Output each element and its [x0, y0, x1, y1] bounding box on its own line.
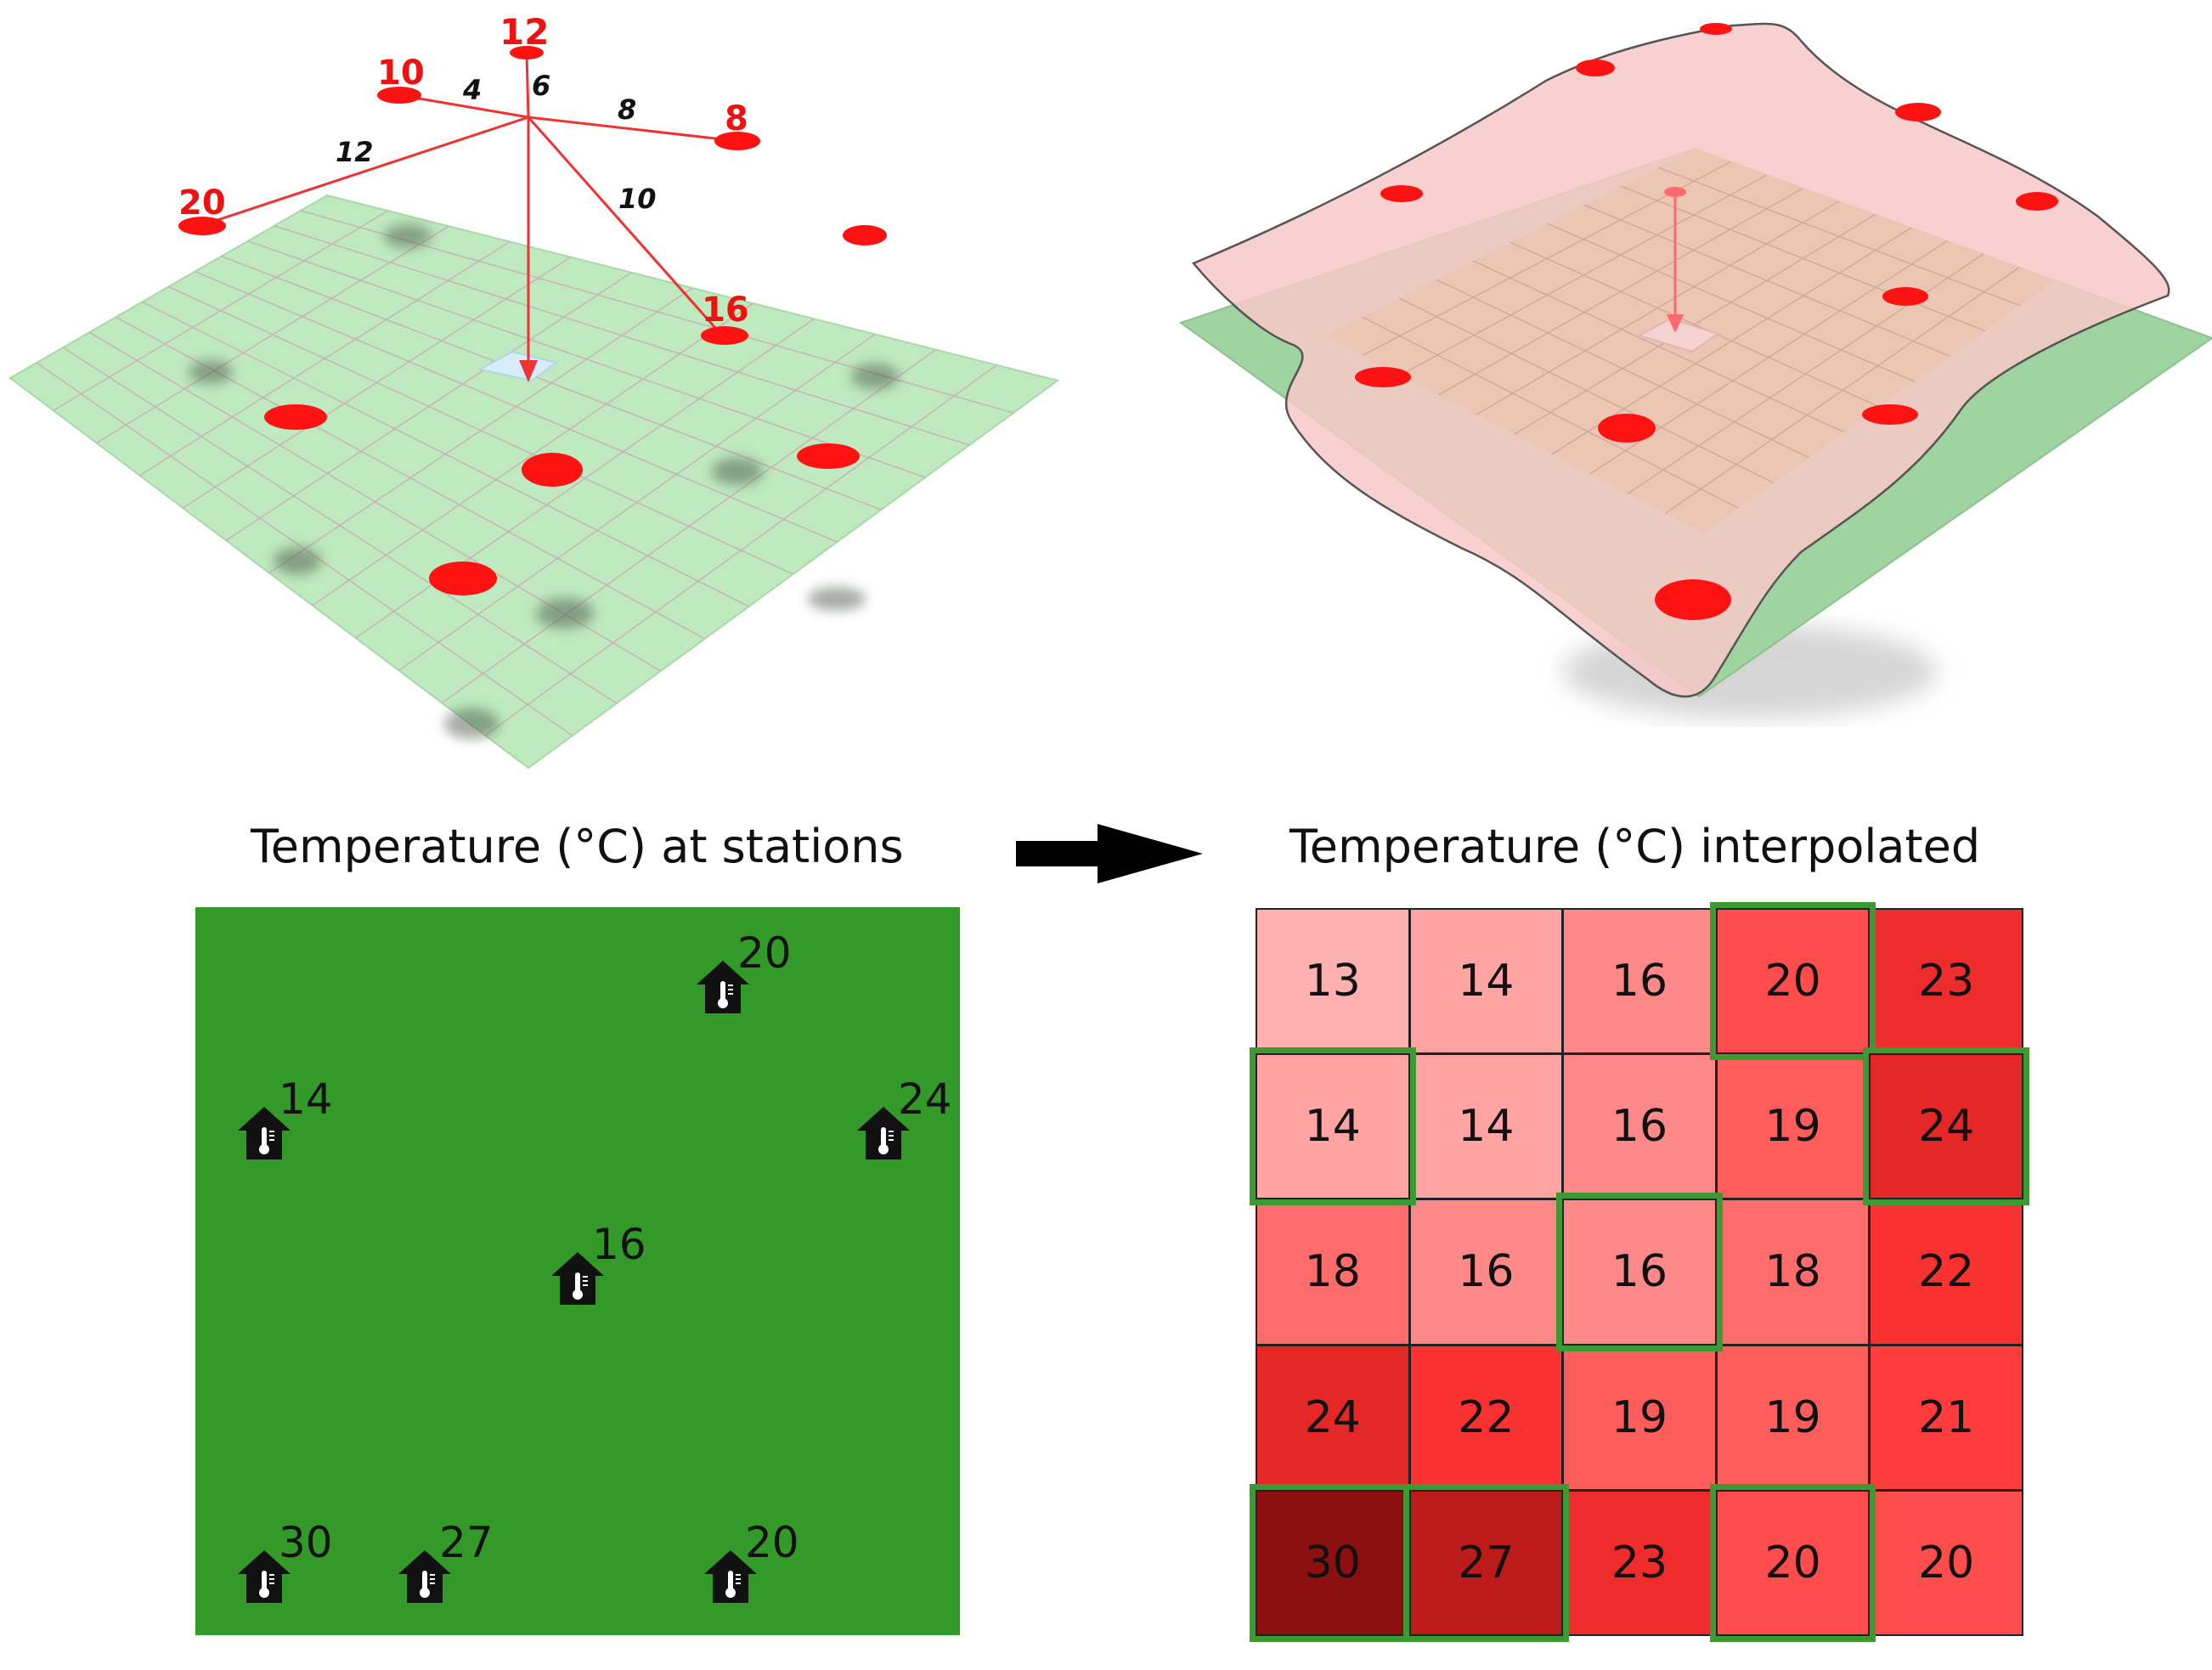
station-marker: 30	[234, 1518, 333, 1606]
idw-sample-points	[264, 225, 887, 595]
station-value: 20	[737, 928, 792, 979]
interpolated-title: Temperature (°C) interpolated	[1289, 820, 1981, 873]
station-marker: 20	[693, 928, 792, 1017]
idw-labels: 12 10 8 20 16 6 4 8 12 10	[178, 11, 749, 330]
grid-cell: 20	[1869, 1489, 2023, 1636]
neighbor-value-10: 10	[377, 54, 425, 93]
grid-cell: 19	[1562, 1344, 1717, 1491]
neighbor-value-20: 20	[178, 183, 226, 223]
grid-cell: 19	[1715, 1344, 1871, 1491]
station-marker: 16	[548, 1220, 646, 1308]
transform-arrow-icon	[1016, 824, 1203, 883]
grid-cell: 16	[1562, 1199, 1717, 1346]
idw-neighbor-points	[178, 46, 760, 345]
grid-cell: 16	[1562, 908, 1717, 1055]
grid-cell: 23	[1562, 1489, 1717, 1636]
station-marker: 24	[854, 1075, 952, 1163]
surface-grid-line	[1509, 241, 1880, 408]
station-value: 14	[279, 1074, 333, 1124]
interpolated-grid: 13 14 16 20 23 14 14 16 19 24 18 16 16 18 22 24 22 19 19 21…	[1256, 908, 2023, 1636]
grid-cell: 16	[1562, 1053, 1717, 1200]
station-value: 27	[439, 1518, 494, 1568]
grid-cell: 16	[1408, 1199, 1564, 1346]
station-value: 20	[745, 1518, 799, 1568]
distance-10: 10	[618, 183, 657, 215]
surface-grid-line	[1398, 297, 1775, 484]
grid-cell: 23	[1869, 908, 2023, 1055]
station-value: 30	[279, 1518, 333, 1568]
grid-cell: 21	[1869, 1344, 2023, 1491]
distance-6: 6	[532, 70, 550, 102]
neighbor-value-8: 8	[725, 99, 748, 138]
grid-cell: 20	[1715, 1489, 1871, 1636]
stations-map: 20 14 24 16 30 27 20	[195, 907, 960, 1635]
grid-cell: 20	[1715, 908, 1871, 1055]
grid-cell: 24	[1869, 1053, 2023, 1200]
surface-grid-line	[1362, 316, 1739, 509]
grid-cell: 22	[1408, 1344, 1564, 1491]
grid-cell: 18	[1715, 1199, 1871, 1346]
plane-grid-line	[484, 364, 997, 736]
surface-grid-line	[1665, 266, 2020, 515]
neighbor-value-12: 12	[499, 11, 549, 53]
surface-arrow	[1664, 187, 1686, 333]
surface-draped-grid	[1325, 149, 2056, 533]
idw-target-arrowhead	[519, 360, 538, 382]
station-marker: 20	[701, 1518, 799, 1606]
stations-title: Temperature (°C) at stations	[251, 820, 904, 873]
grid-cell: 14	[1408, 1053, 1564, 1200]
idw-distance-lines	[201, 53, 738, 372]
grid-cell: 13	[1256, 908, 1410, 1055]
station-value: 16	[592, 1220, 646, 1270]
grid-cell: 22	[1869, 1199, 2023, 1346]
distance-8: 8	[618, 93, 636, 126]
neighbor-value-16: 16	[702, 291, 749, 330]
surface-grid-line	[1436, 279, 1809, 459]
grid-cell: 19	[1715, 1053, 1871, 1200]
distance-12: 12	[336, 136, 374, 168]
surface-points	[1355, 23, 2058, 620]
grid-cell: 24	[1256, 1344, 1410, 1491]
station-marker: 14	[234, 1075, 333, 1163]
grid-cell: 18	[1256, 1199, 1410, 1346]
grid-cell: 14	[1408, 908, 1564, 1055]
surface-grid-line	[1472, 260, 1845, 433]
station-value: 24	[898, 1074, 952, 1124]
grid-cell: 27	[1408, 1489, 1564, 1636]
idw-shadows	[189, 224, 899, 739]
plane-grid-line	[62, 347, 618, 704]
station-marker: 27	[395, 1518, 494, 1606]
grid-cell: 14	[1256, 1053, 1410, 1200]
distance-4: 4	[462, 74, 482, 106]
grid-cell: 30	[1256, 1489, 1410, 1636]
